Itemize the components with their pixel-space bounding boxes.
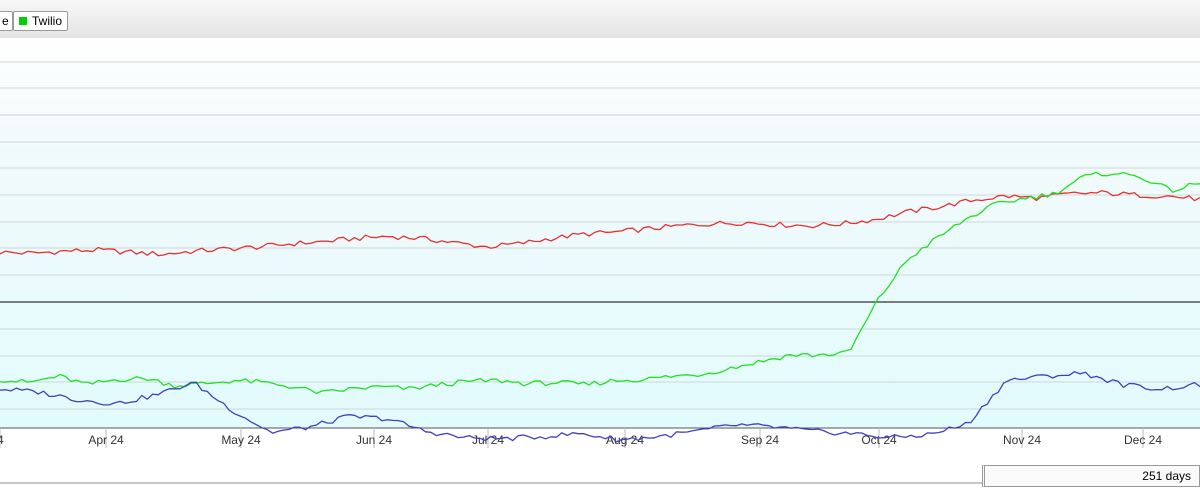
- series-line-2: [0, 371, 1200, 443]
- range-days-label: 251 days: [1142, 469, 1191, 483]
- comparison-line-chart: 4 Apr 24 May 24 Jun 24 Jul 24 Aug 24 Sep 24 Oct…: [0, 38, 1200, 448]
- x-tick-label-2: May 24: [221, 433, 261, 447]
- series-line-twilio: [0, 171, 1200, 395]
- x-tick-label-3: Jun 24: [356, 433, 392, 447]
- legend-series-partial-label: e: [2, 14, 9, 28]
- legend-series-twilio[interactable]: Twilio: [13, 11, 69, 31]
- range-track[interactable]: [0, 482, 984, 484]
- x-tick-label-5: Aug 24: [606, 433, 644, 447]
- range-handle[interactable]: 251 days: [982, 465, 1200, 487]
- x-tick-label-9: Dec 24: [1124, 433, 1162, 447]
- x-tick-label-0: 4: [0, 433, 4, 447]
- x-tick-label-1: Apr 24: [88, 433, 124, 447]
- chart-toolbar: e Twilio: [0, 0, 1200, 39]
- series-line-0: [0, 190, 1200, 257]
- x-tick-label-6: Sep 24: [741, 433, 779, 447]
- legend-series-partial[interactable]: e: [0, 11, 13, 31]
- plot-area: [0, 38, 1200, 428]
- range-selector: 251 days: [0, 458, 1200, 497]
- legend-series-twilio-label: Twilio: [32, 14, 63, 28]
- legend-swatch-twilio: [19, 17, 27, 25]
- x-tick-label-8: Nov 24: [1003, 433, 1041, 447]
- x-tick-label-4: Jul 24: [472, 433, 504, 447]
